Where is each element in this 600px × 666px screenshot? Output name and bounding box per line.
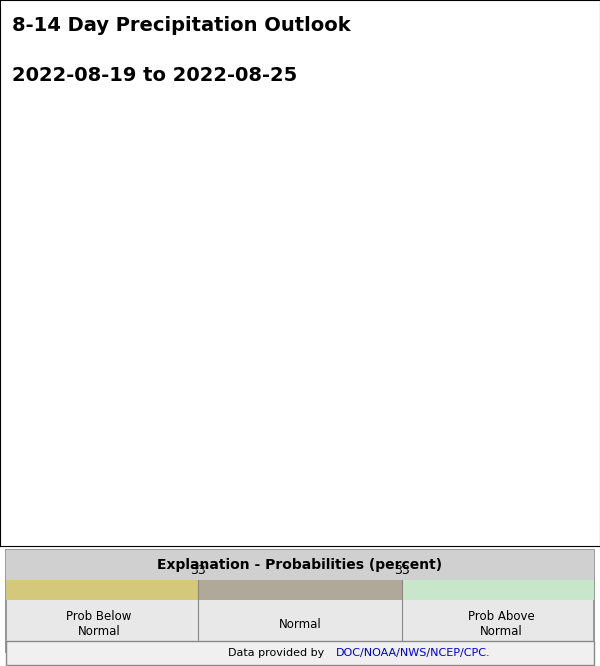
FancyBboxPatch shape xyxy=(402,579,594,600)
FancyBboxPatch shape xyxy=(6,549,594,651)
Text: 8-14 Day Precipitation Outlook: 8-14 Day Precipitation Outlook xyxy=(12,17,350,35)
FancyBboxPatch shape xyxy=(6,641,594,665)
FancyBboxPatch shape xyxy=(6,579,198,600)
Text: Prob Above
Normal: Prob Above Normal xyxy=(467,610,535,638)
Text: 33: 33 xyxy=(394,564,410,577)
Text: DOC/NOAA/NWS/NCEP/CPC.: DOC/NOAA/NWS/NCEP/CPC. xyxy=(336,647,491,658)
FancyBboxPatch shape xyxy=(6,549,594,579)
Text: 33: 33 xyxy=(190,564,206,577)
Text: Explanation - Probabilities (percent): Explanation - Probabilities (percent) xyxy=(157,557,443,571)
Text: Data provided by: Data provided by xyxy=(228,647,328,658)
Text: Normal: Normal xyxy=(278,617,322,631)
FancyBboxPatch shape xyxy=(198,579,402,600)
Text: Prob Below
Normal: Prob Below Normal xyxy=(67,610,131,638)
Text: 2022-08-19 to 2022-08-25: 2022-08-19 to 2022-08-25 xyxy=(12,65,297,85)
